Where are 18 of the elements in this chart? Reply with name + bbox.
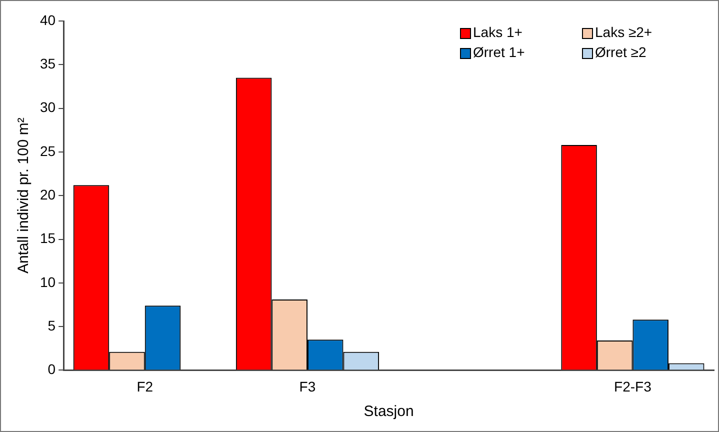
y-tick-label: 0 [48, 361, 56, 378]
y-axis-title: Antall individ pr. 100 m² [15, 118, 32, 274]
x-tick-label: F2 [136, 378, 154, 394]
y-tick-label: 15 [40, 230, 56, 246]
y-tick-label: 35 [40, 56, 56, 72]
legend-label: Ørret 1+ [473, 44, 525, 60]
x-tick-label: F2-F3 [614, 378, 652, 394]
y-tick-label: 5 [48, 317, 56, 334]
y-tick-label: 40 [40, 12, 56, 28]
x-tick-label: F3 [299, 378, 316, 394]
y-tick-label: 10 [40, 274, 56, 290]
x-axis-title: Stasjon [364, 403, 414, 420]
y-tick-label: 20 [40, 186, 56, 202]
legend-label: Laks 1+ [473, 24, 522, 40]
legend-label: Ørret ≥2 [595, 44, 646, 60]
y-tick-label: 25 [40, 142, 56, 159]
y-tick-label: 30 [40, 99, 56, 116]
legend-label: Laks ≥2+ [595, 24, 652, 40]
